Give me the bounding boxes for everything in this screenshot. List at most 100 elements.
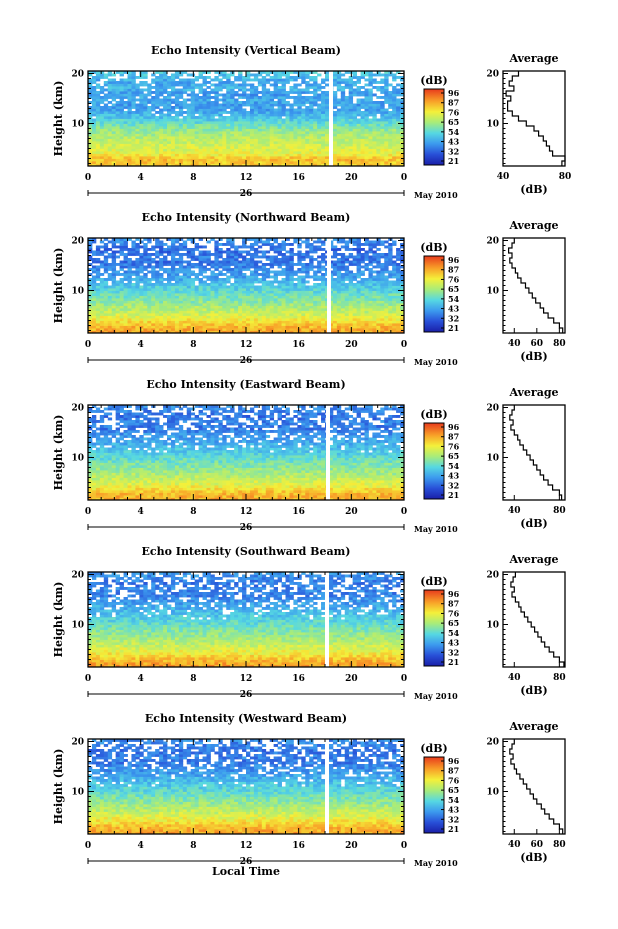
heatmap-cell (313, 270, 318, 274)
heatmap-cell (289, 156, 294, 159)
heatmap-cell (309, 158, 314, 162)
heatmap-cell (246, 76, 251, 79)
heatmap-cell (368, 273, 373, 276)
heatmap-cell (163, 126, 168, 129)
heatmap-cell (332, 116, 338, 119)
heatmap-cell (301, 285, 306, 289)
heatmap-cell (253, 148, 259, 152)
heatmap-cell (91, 153, 97, 157)
heatmap-cell (186, 280, 192, 284)
heatmap-cell (400, 285, 405, 289)
heatmap-cell (218, 318, 223, 321)
heatmap-cell (123, 275, 128, 279)
heatmap-cell (261, 128, 267, 132)
heatmap-cell (143, 143, 148, 147)
heatmap-cell (352, 88, 357, 92)
heatmap-cell (178, 163, 184, 167)
heatmap-cell (111, 118, 117, 122)
heatmap-cell (119, 318, 124, 321)
heatmap-cell (388, 310, 393, 314)
heatmap-cell (99, 118, 105, 122)
heatmap-cell (376, 151, 381, 154)
heatmap-cell (297, 88, 302, 92)
heatmap-cell (135, 313, 140, 316)
heatmap-cell (257, 303, 263, 306)
heatmap-cell (336, 146, 342, 149)
heatmap-cell (348, 318, 354, 321)
heatmap-cell (214, 263, 219, 266)
heatmap-cell (88, 318, 93, 321)
heatmap-cell (348, 103, 354, 107)
heatmap-cell (218, 88, 223, 92)
heatmap-cell (332, 83, 338, 87)
heatmap-cell (340, 318, 346, 321)
heatmap-cell (325, 121, 330, 124)
heatmap-cell (364, 88, 369, 92)
heatmap-cell (167, 328, 172, 331)
heatmap-cell (159, 78, 164, 82)
heatmap-cell (344, 126, 350, 129)
heatmap-cell (340, 143, 346, 147)
heatmap-cell (127, 318, 132, 321)
heatmap-cell (103, 76, 109, 79)
heatmap-cell (127, 315, 132, 319)
heatmap-cell (321, 148, 326, 152)
heatmap-cell (242, 325, 247, 329)
heatmap-cell (202, 285, 207, 289)
heatmap-cell (380, 116, 385, 119)
heatmap-cell (107, 315, 113, 319)
heatmap-cell (214, 126, 219, 129)
heatmap-cell (163, 121, 168, 124)
heatmap-cell (285, 268, 290, 271)
heatmap-cell (238, 86, 243, 89)
heatmap-cell (392, 121, 397, 124)
heatmap-cell (242, 151, 247, 154)
heatmap-cell (364, 158, 369, 162)
heatmap-cell (301, 161, 306, 164)
heatmap-cell (95, 283, 101, 286)
heatmap-cell (210, 158, 215, 162)
heatmap-cell (317, 308, 322, 311)
heatmap-cell (91, 133, 97, 137)
heatmap-cell (127, 156, 132, 159)
heatmap-cell (143, 111, 148, 114)
heatmap-cell (88, 310, 93, 314)
heatmap-cell (388, 156, 393, 159)
heatmap-cell (178, 263, 184, 266)
heatmap-cell (214, 278, 219, 281)
heatmap-cell (139, 265, 144, 269)
heatmap-cell (178, 318, 184, 321)
heatmap-cell (285, 76, 290, 79)
heatmap-cell (139, 305, 144, 309)
heatmap-cell (344, 71, 350, 74)
heatmap-cell (246, 300, 251, 304)
heatmap-cell (131, 98, 136, 102)
heatmap-cell (159, 153, 164, 157)
heatmap-cell (305, 293, 310, 296)
heatmap-cell (356, 303, 361, 306)
heatmap-cell (305, 113, 310, 117)
heatmap-cell (273, 315, 278, 319)
heatmap-cell (123, 78, 128, 82)
heatmap-cell (368, 310, 373, 314)
x-tick-label: 16 (292, 173, 305, 183)
heatmap-cell (210, 161, 215, 164)
heatmap-cell (206, 113, 211, 117)
heatmap-cell (123, 163, 128, 167)
heatmap-cell (325, 156, 330, 159)
heatmap-cell (340, 78, 346, 82)
heatmap-cell (297, 290, 302, 294)
heatmap-cell (123, 131, 128, 134)
heatmap-cell (364, 106, 369, 109)
heatmap-cell (226, 103, 231, 107)
heatmap-cell (261, 141, 267, 144)
heatmap-cell (131, 278, 136, 281)
heatmap-cell (95, 131, 101, 134)
heatmap-cell (170, 320, 176, 324)
heatmap-cell (253, 118, 259, 122)
heatmap-cell (147, 86, 152, 89)
heatmap-cell (384, 263, 389, 266)
heatmap-cell (257, 106, 263, 109)
heatmap-cell (186, 265, 192, 269)
heatmap-cell (230, 128, 235, 132)
